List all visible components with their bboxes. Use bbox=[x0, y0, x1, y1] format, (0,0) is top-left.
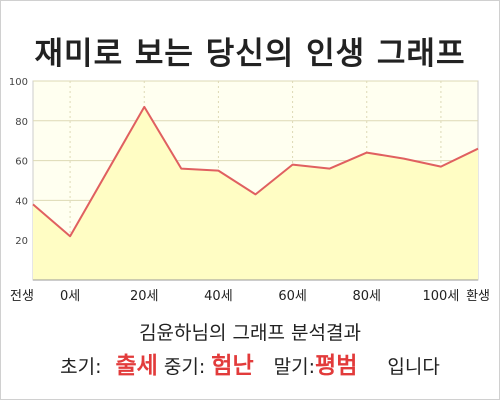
x-tick-label: 20세 bbox=[130, 289, 159, 304]
result-suffix: 입니다 bbox=[387, 356, 440, 378]
y-tick-label: 80 bbox=[15, 117, 28, 128]
x-axis-ticks: 전생 0세 20세 40세 60세 80세 100세 환생 bbox=[10, 289, 490, 304]
middle-value: 험난 bbox=[211, 353, 254, 379]
series-line bbox=[32, 105, 479, 238]
late-label: 말기: bbox=[273, 356, 316, 378]
y-tick-label: 60 bbox=[15, 157, 28, 168]
result-line: 초기: 출세 중기: 험난 말기:평범 입니다 bbox=[0, 346, 500, 380]
x-tick-label: 0세 bbox=[60, 289, 80, 304]
x-tick-label: 60세 bbox=[278, 289, 307, 304]
page-title: 재미로 보는 당신의 인생 그래프 bbox=[34, 36, 466, 72]
x-tick-label: 100세 bbox=[423, 289, 460, 304]
early-value: 출세 bbox=[115, 353, 158, 379]
x-tick-label: 40세 bbox=[204, 289, 233, 304]
y-tick-label: 40 bbox=[15, 196, 28, 207]
x-tick-label: 환생 bbox=[466, 289, 490, 304]
middle-label: 중기: bbox=[163, 356, 206, 378]
y-tick-label: 20 bbox=[15, 236, 28, 247]
late-value: 평범 bbox=[315, 353, 358, 379]
result-heading: 김윤하님의 그래프 분석결과 bbox=[139, 322, 361, 344]
early-label: 초기: bbox=[60, 356, 102, 378]
x-tick-label: 전생 bbox=[10, 289, 34, 304]
y-axis-ticks: 20 40 60 80 100 bbox=[9, 77, 28, 247]
y-tick-label: 100 bbox=[9, 77, 28, 88]
x-tick-label: 80세 bbox=[352, 289, 381, 304]
series-area bbox=[33, 106, 478, 281]
